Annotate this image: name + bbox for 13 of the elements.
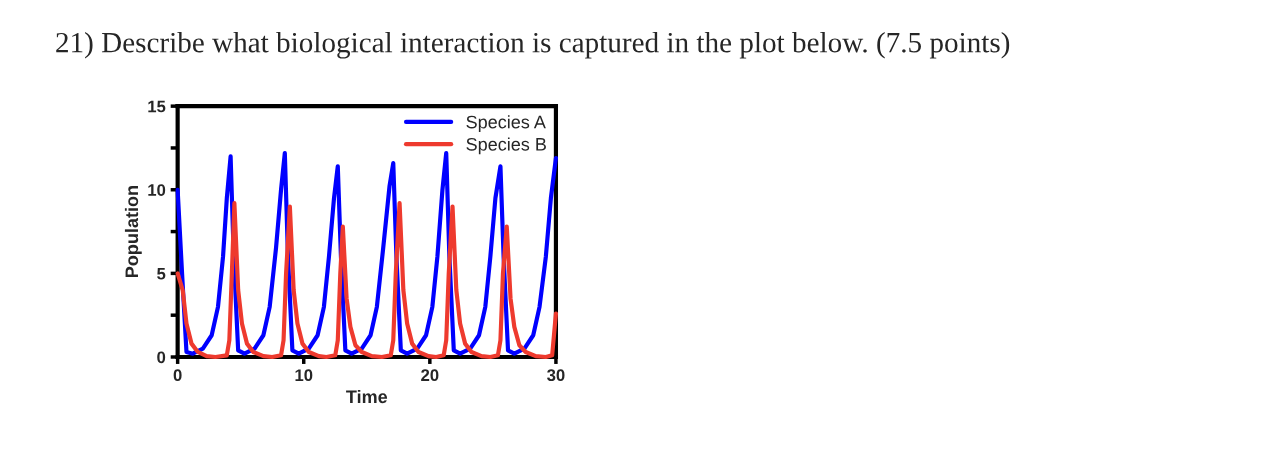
- x-tick-label: 10: [295, 369, 313, 382]
- x-axis-title: Time: [346, 389, 388, 404]
- x-tick-label: 30: [547, 369, 565, 382]
- x-tick-label: 0: [173, 369, 182, 382]
- y-tick-label: 0: [157, 351, 166, 364]
- chart-title: 21) Describe what biological interaction is captured in the plot below. (7.5 points): [56, 31, 1010, 59]
- legend-label: Species B: [466, 137, 546, 155]
- x-tick-label: 20: [421, 369, 439, 382]
- y-axis-title: Population: [124, 186, 142, 277]
- y-tick-label: 10: [148, 184, 166, 196]
- y-tick-label: 15: [148, 100, 166, 113]
- y-tick-label: 5: [157, 267, 166, 280]
- legend-label: Species A: [466, 115, 546, 133]
